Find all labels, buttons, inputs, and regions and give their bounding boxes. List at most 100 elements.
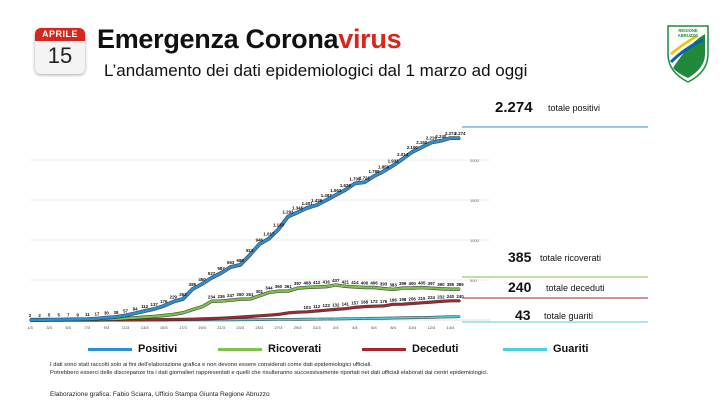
data-point-positivi	[411, 151, 414, 153]
data-point-deceduti	[325, 309, 328, 312]
page-subtitle: L’andamento dei dati epidemiologici dal …	[104, 61, 528, 80]
data-point-ricoverati	[124, 317, 127, 320]
data-point-ricoverati	[334, 284, 337, 286]
x-tick-label: 2/4	[333, 325, 339, 330]
data-point-deceduti	[411, 302, 414, 305]
data-point-guariti	[363, 317, 366, 320]
data-label-deceduti: 240	[447, 294, 455, 299]
data-point-positivi	[277, 228, 280, 231]
data-point-guariti	[239, 318, 242, 321]
y-tick-label: 1000	[470, 238, 480, 243]
data-label-deceduti: 132	[332, 302, 340, 307]
data-point-positivi	[344, 189, 347, 191]
data-label-positivi: 1.626	[340, 183, 352, 188]
data-point-ricoverati	[373, 286, 375, 289]
data-point-deceduti	[296, 311, 299, 314]
calendar-day: 15	[47, 43, 73, 68]
legend-swatch-positivi	[88, 347, 132, 351]
data-label-positivi: 689	[237, 258, 245, 263]
legend-item-ricoverati: Ricoverati	[218, 342, 321, 356]
data-label-positivi: 2.219	[426, 135, 438, 140]
data-point-ricoverati	[449, 288, 452, 291]
data-point-guariti	[401, 316, 404, 319]
data-point-ricoverati	[430, 287, 433, 290]
data-point-deceduti	[459, 299, 461, 302]
data-point-deceduti	[201, 317, 203, 320]
data-point-ricoverati	[162, 314, 165, 317]
disclaimer-note-2: Potrebbero esserci delle discrepanze tra…	[50, 370, 489, 376]
data-point-guariti	[248, 318, 251, 321]
data-label-positivi: 2.160	[416, 140, 428, 145]
legend-swatch-ricoverati	[218, 347, 262, 351]
data-point-positivi	[392, 164, 395, 167]
summary-label-3: totale guariti	[544, 311, 593, 321]
data-point-positivi	[38, 318, 41, 321]
data-label-deceduti: 141	[342, 302, 350, 307]
data-point-deceduti	[363, 305, 366, 308]
data-label-deceduti: 206	[409, 297, 417, 302]
data-label-deceduti: 168	[361, 300, 369, 305]
data-point-guariti	[430, 316, 433, 319]
data-point-ricoverati	[191, 308, 194, 311]
data-point-positivi	[420, 146, 423, 149]
data-point-positivi	[162, 305, 165, 307]
data-point-guariti	[392, 317, 395, 319]
data-point-ricoverati	[267, 291, 270, 294]
data-point-deceduti	[315, 310, 318, 312]
data-label-positivi: 1.345	[292, 205, 304, 210]
data-point-guariti	[459, 315, 461, 318]
data-label-ricoverati: 437	[332, 278, 340, 283]
data-label-positivi: 2	[38, 313, 41, 318]
data-point-deceduti	[229, 316, 232, 319]
data-label-ricoverati: 406	[370, 281, 378, 286]
data-label-positivi: 2.274	[445, 131, 457, 136]
data-point-deceduti	[439, 300, 442, 303]
data-label-positivi: 2.274	[455, 131, 467, 136]
data-point-deceduti	[162, 318, 165, 321]
data-point-guariti	[296, 318, 299, 321]
x-tick-label: 23/3	[236, 325, 245, 330]
data-point-positivi	[267, 237, 270, 240]
data-point-ricoverati	[153, 315, 156, 318]
data-label-positivi: 1.563	[330, 188, 342, 193]
data-point-positivi	[430, 141, 433, 144]
data-label-deceduti: 176	[380, 299, 388, 304]
data-point-deceduti	[181, 318, 184, 321]
data-point-positivi	[105, 316, 108, 319]
legend-label-ricoverati: Ricoverati	[268, 343, 322, 355]
data-label-positivi: 1.799	[369, 169, 381, 174]
data-point-positivi	[258, 243, 261, 246]
data-label-deceduti: 172	[370, 299, 378, 304]
data-label-positivi: 5	[57, 313, 60, 318]
x-tick-label: 31/3	[313, 325, 322, 330]
data-label-positivi: 2.240	[435, 134, 447, 139]
data-label-positivi: 1.293	[283, 210, 295, 215]
data-point-guariti	[315, 318, 318, 321]
data-point-ricoverati	[134, 316, 137, 319]
data-label-positivi: 229	[170, 295, 178, 300]
data-label-deceduti: 232	[437, 294, 445, 299]
data-label-positivi: 57	[123, 308, 128, 313]
x-tick-label: 8/4	[390, 325, 396, 330]
summary-value-3: 43	[515, 307, 531, 323]
data-label-positivi: 527	[208, 271, 216, 276]
data-label-deceduti: 103	[303, 305, 311, 310]
legend-item-deceduti: Deceduti	[362, 342, 458, 356]
data-point-deceduti	[258, 314, 261, 317]
data-point-guariti	[334, 318, 337, 320]
data-point-ricoverati	[210, 300, 213, 303]
summary-label-1: totale ricoverati	[540, 253, 601, 263]
data-label-positivi: 9	[77, 312, 80, 317]
data-point-ricoverati	[459, 288, 461, 291]
data-point-guariti	[439, 316, 442, 318]
data-label-ricoverati: 397	[428, 281, 436, 286]
data-label-positivi: 38	[114, 310, 119, 315]
x-tick-label: 4/4	[352, 325, 358, 330]
data-label-ricoverati: 399	[399, 281, 407, 286]
data-label-positivi: 2.100	[407, 145, 419, 150]
calendar-month: APRILE	[35, 28, 85, 41]
data-point-ricoverati	[315, 286, 318, 288]
logo-text-1: REGIONE	[678, 28, 698, 33]
data-point-deceduti	[248, 315, 251, 318]
data-point-deceduti	[191, 318, 194, 321]
